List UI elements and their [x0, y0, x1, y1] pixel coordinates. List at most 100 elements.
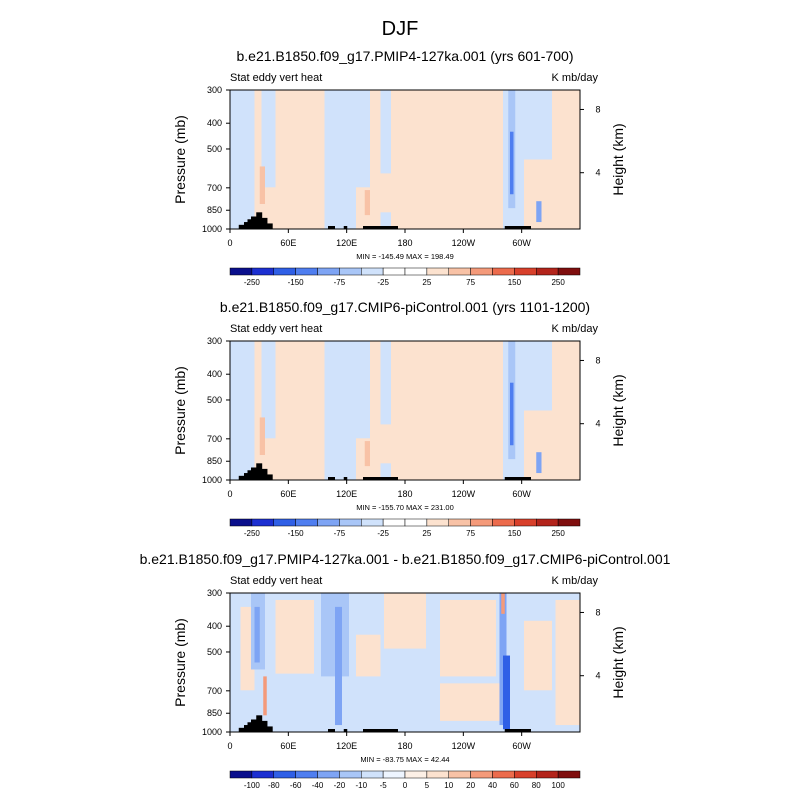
colorbar-swatch — [536, 267, 559, 276]
colorbar-label: 40 — [488, 781, 497, 790]
topography-mask — [504, 477, 531, 480]
colorbar-swatch — [470, 518, 493, 527]
variable-label: Stat eddy vert heat — [230, 575, 322, 587]
colorbar-label: -5 — [380, 781, 388, 790]
topography-mask — [247, 722, 254, 732]
topography-mask — [266, 726, 273, 732]
colorbar-label: -80 — [268, 781, 280, 790]
x-tick-label: 180 — [397, 489, 412, 499]
colorbar-swatch — [536, 518, 559, 527]
field-band — [380, 90, 391, 229]
field-band — [384, 593, 426, 649]
y-tick-label: 850 — [207, 205, 222, 215]
panel-title: b.e21.B1850.f09_g17.PMIP4-127ka.001 - b.… — [140, 551, 671, 567]
x-tick-label: 120W — [452, 489, 476, 499]
field-band — [254, 606, 260, 663]
colorbar-label: -10 — [355, 781, 367, 790]
field-band — [536, 201, 542, 223]
topography-mask — [244, 222, 250, 229]
y-tick-label: 300 — [207, 85, 222, 95]
topography-mask — [328, 477, 335, 480]
x-tick-label: 0 — [227, 238, 232, 248]
y-tick-label: 500 — [207, 395, 222, 405]
field-band — [356, 90, 370, 188]
colorbar-label: 250 — [551, 278, 565, 287]
colorbar-swatch — [448, 770, 471, 779]
y2-axis-label: Height (km) — [610, 374, 626, 446]
topography-mask — [238, 224, 245, 229]
x-tick-label: 0 — [227, 489, 232, 499]
y2-tick-label: 8 — [595, 104, 600, 114]
field-band — [501, 593, 505, 614]
colorbar-swatch — [557, 267, 581, 276]
colorbar-label: 75 — [466, 278, 475, 287]
topography-mask — [363, 729, 398, 732]
colorbar-label: -25 — [377, 278, 389, 287]
colorbar-swatch — [361, 518, 384, 527]
variable-label: Stat eddy vert heat — [230, 323, 322, 335]
field-band — [510, 131, 514, 195]
colorbar-swatch — [361, 770, 384, 779]
colorbar-label: 25 — [422, 278, 431, 287]
field-band — [440, 599, 496, 677]
topography-mask — [266, 474, 273, 480]
x-tick-label: 60W — [512, 238, 531, 248]
field-band — [524, 620, 552, 691]
y2-axis-label: Height (km) — [610, 123, 626, 195]
units-label: K mb/day — [552, 72, 599, 84]
field-band — [275, 599, 314, 674]
y-tick-label: 500 — [207, 144, 222, 154]
y-tick-label: 300 — [207, 588, 222, 598]
y-tick-label: 1000 — [202, 727, 222, 737]
topography-mask — [251, 216, 257, 229]
field-band — [259, 417, 265, 455]
y2-tick-label: 4 — [595, 671, 600, 681]
variable-label: Stat eddy vert heat — [230, 72, 322, 84]
colorbar-swatch — [361, 267, 384, 276]
field-band — [503, 655, 510, 730]
x-tick-label: 60W — [512, 489, 531, 499]
y2-tick-label: 4 — [595, 168, 600, 178]
colorbar-swatch — [273, 518, 296, 527]
y-axis-label: Pressure (mb) — [172, 115, 188, 204]
y2-tick-label: 8 — [595, 607, 600, 617]
field-band — [391, 341, 503, 418]
colorbar-label: 150 — [508, 278, 522, 287]
colorbar-label: -150 — [288, 278, 305, 287]
field-band — [364, 441, 370, 467]
field-band — [259, 166, 265, 204]
field-band — [552, 341, 580, 480]
topography-mask — [343, 729, 348, 732]
colorbar-swatch — [470, 267, 493, 276]
colorbar-swatch — [557, 770, 581, 779]
field-band — [440, 683, 510, 721]
colorbar-swatch — [448, 518, 471, 527]
topography-mask — [343, 477, 348, 480]
y-tick-label: 400 — [207, 118, 222, 128]
panel-3: b.e21.B1850.f09_g17.PMIP4-127ka.001 - b.… — [140, 551, 671, 790]
x-tick-label: 60E — [280, 489, 296, 499]
units-label: K mb/day — [552, 575, 599, 587]
y-axis-label: Pressure (mb) — [172, 618, 188, 707]
colorbar-label: -40 — [312, 781, 324, 790]
topography-mask — [261, 720, 268, 732]
x-tick-label: 120E — [336, 238, 357, 248]
field-band — [263, 676, 267, 716]
x-tick-label: 120W — [452, 238, 476, 248]
colorbar-label: 150 — [508, 529, 522, 538]
colorbar-swatch — [492, 518, 515, 527]
x-tick-label: 60W — [512, 741, 531, 751]
panel-1: b.e21.B1850.f09_g17.PMIP4-127ka.001 (yrs… — [172, 48, 626, 287]
colorbar-label: 0 — [403, 781, 408, 790]
x-tick-label: 120W — [452, 741, 476, 751]
colorbar-label: -250 — [244, 529, 261, 538]
colorbar-label: -150 — [288, 529, 305, 538]
field-band — [324, 90, 356, 229]
colorbar-swatch — [492, 267, 515, 276]
y2-tick-label: 4 — [595, 419, 600, 429]
y-tick-label: 1000 — [202, 224, 222, 234]
topography-mask — [244, 725, 250, 732]
field-band — [356, 634, 381, 677]
colorbar-swatch — [382, 267, 406, 276]
